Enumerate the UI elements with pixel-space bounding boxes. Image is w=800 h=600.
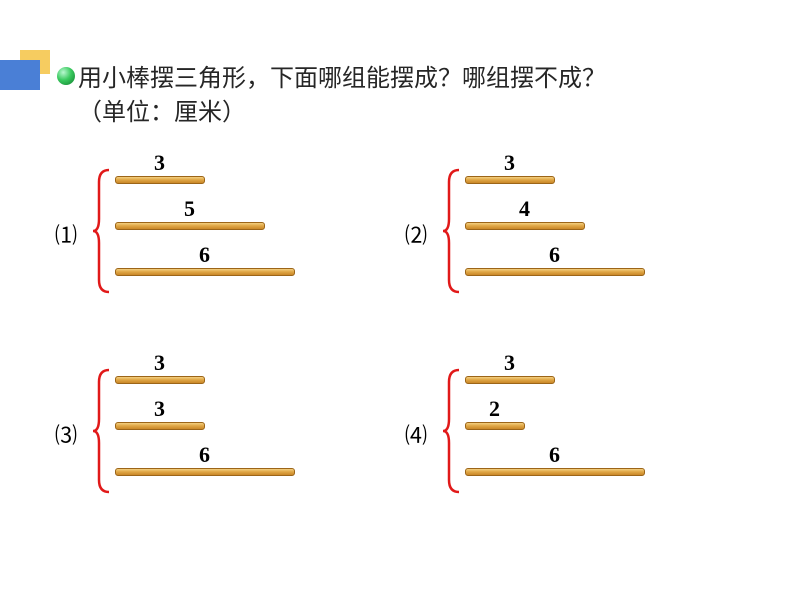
stick-length-label: 3 bbox=[154, 350, 165, 376]
stick-bar bbox=[465, 422, 525, 430]
stick-bar bbox=[115, 376, 205, 384]
stick-bar bbox=[115, 222, 265, 230]
stick-bar bbox=[115, 176, 205, 184]
stick-length-label: 6 bbox=[199, 442, 210, 468]
brace-icon bbox=[443, 168, 463, 294]
question-line1: 用小棒摆三角形，下面哪组能摆成？哪组摆不成？ bbox=[78, 66, 606, 92]
deco-blue-block bbox=[0, 60, 40, 90]
stick-bar bbox=[115, 422, 205, 430]
stick-group: ⑶ 3 3 6 bbox=[55, 350, 395, 510]
stick-length-label: 2 bbox=[489, 396, 500, 422]
group-label: ⑶ bbox=[55, 418, 77, 450]
group-label: ⑵ bbox=[405, 218, 427, 250]
stick-length-label: 5 bbox=[184, 196, 195, 222]
group-label: ⑷ bbox=[405, 418, 427, 450]
bullet-icon bbox=[57, 67, 75, 85]
stick-bar bbox=[115, 268, 295, 276]
stick-group: ⑷ 32 6 bbox=[405, 350, 745, 510]
stick-bar bbox=[465, 222, 585, 230]
group-label: ⑴ bbox=[55, 218, 77, 250]
stick-bar bbox=[465, 268, 645, 276]
question-text: 用小棒摆三角形，下面哪组能摆成？哪组摆不成？ （单位：厘米） bbox=[78, 62, 738, 130]
stick-group: ⑵ 346 bbox=[405, 150, 745, 310]
brace-icon bbox=[443, 368, 463, 494]
stick-length-label: 3 bbox=[154, 150, 165, 176]
brace-icon bbox=[93, 168, 113, 294]
stick-length-label: 6 bbox=[199, 242, 210, 268]
stick-length-label: 3 bbox=[504, 350, 515, 376]
stick-bar bbox=[465, 376, 555, 384]
question-line2: （单位：厘米） bbox=[78, 100, 246, 126]
stick-length-label: 3 bbox=[154, 396, 165, 422]
stick-bar bbox=[465, 176, 555, 184]
stick-group: ⑴ 356 bbox=[55, 150, 395, 310]
stick-length-label: 4 bbox=[519, 196, 530, 222]
stick-length-label: 6 bbox=[549, 242, 560, 268]
stick-length-label: 6 bbox=[549, 442, 560, 468]
stick-bar bbox=[115, 468, 295, 476]
stick-length-label: 3 bbox=[504, 150, 515, 176]
stick-bar bbox=[465, 468, 645, 476]
brace-icon bbox=[93, 368, 113, 494]
